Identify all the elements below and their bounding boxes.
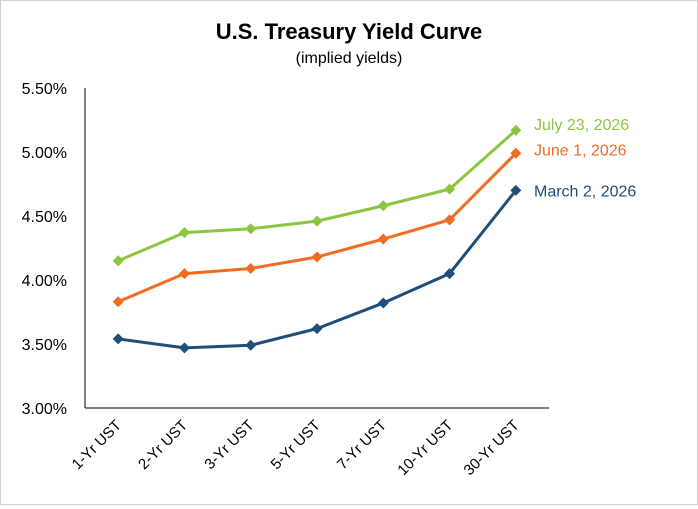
- data-point-marker: [112, 333, 124, 345]
- data-point-marker: [444, 268, 456, 280]
- series-path: [117, 152, 517, 304]
- y-tick-label: 4.00%: [22, 273, 67, 290]
- data-point-marker: [377, 200, 389, 212]
- data-point-marker: [178, 342, 190, 354]
- data-point-marker: [245, 339, 257, 351]
- data-point-marker: [444, 183, 456, 195]
- data-point-marker: [112, 296, 124, 308]
- x-tick-label: 2-Yr UST: [135, 417, 191, 473]
- x-tick-label: 30-Yr UST: [461, 417, 523, 479]
- data-point-marker: [311, 215, 323, 227]
- series-label: March 2, 2026: [534, 183, 636, 200]
- series-line: [112, 184, 522, 354]
- y-tick-label: 5.50%: [22, 81, 67, 98]
- chart-subtitle: (implied yields): [296, 50, 403, 67]
- x-tick-label: 5-Yr UST: [268, 417, 324, 473]
- data-point-marker: [510, 124, 522, 136]
- x-tick-label: 10-Yr UST: [394, 417, 456, 479]
- x-tick-label: 7-Yr UST: [334, 417, 390, 473]
- data-point-marker: [377, 297, 389, 309]
- data-point-marker: [112, 255, 124, 267]
- series-layer: [112, 124, 522, 354]
- series-label: July 23, 2026: [534, 117, 629, 134]
- axes: 3.00% 3.50% 4.00% 4.50% 5.00% 5.50% 1-Yr UST 2-…: [22, 81, 549, 479]
- series-labels: July 23, 2026 June 1, 2026 March 2, 2026: [534, 117, 636, 200]
- data-point-marker: [311, 251, 323, 263]
- y-tick-label: 5.00%: [22, 145, 67, 162]
- x-tick-label: 1-Yr UST: [69, 417, 125, 473]
- y-tick-label: 4.50%: [22, 209, 67, 226]
- series-path: [117, 129, 517, 263]
- data-point-marker: [245, 262, 257, 274]
- data-point-marker: [245, 223, 257, 235]
- series-label: June 1, 2026: [534, 142, 627, 159]
- data-point-marker: [510, 147, 522, 159]
- series-line: [112, 124, 522, 267]
- data-point-marker: [377, 233, 389, 245]
- data-point-marker: [510, 184, 522, 196]
- series-line: [112, 147, 522, 308]
- data-point-marker: [178, 227, 190, 239]
- data-point-marker: [311, 323, 323, 335]
- y-tick-label: 3.50%: [22, 337, 67, 354]
- x-tick-label: 3-Yr UST: [201, 417, 257, 473]
- data-point-marker: [444, 214, 456, 226]
- y-tick-label: 3.00%: [22, 401, 67, 418]
- chart-title: U.S. Treasury Yield Curve: [216, 19, 483, 44]
- data-point-marker: [178, 268, 190, 280]
